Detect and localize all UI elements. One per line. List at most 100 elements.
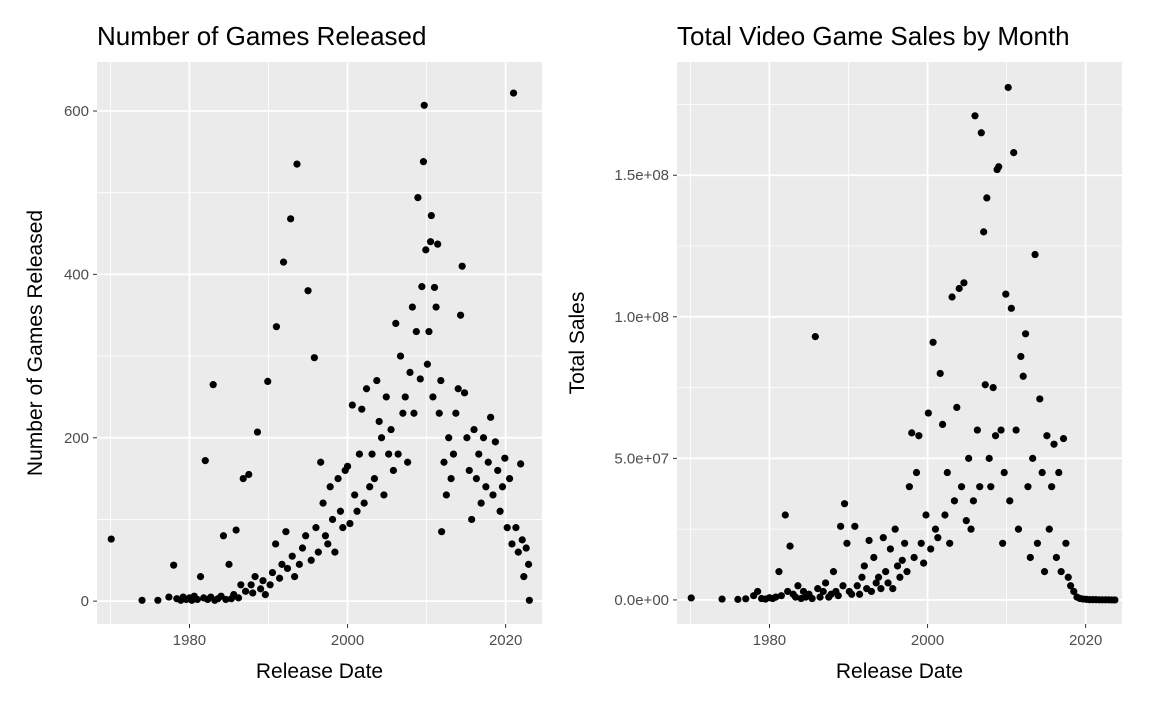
data-point [522, 544, 530, 552]
data-point [858, 573, 866, 581]
data-point [438, 528, 446, 536]
data-point [234, 594, 243, 602]
data-point [989, 383, 997, 392]
data-point [375, 417, 383, 426]
y-tick-label: 0.0e+00 [614, 592, 669, 609]
data-point [275, 574, 284, 582]
data-point [839, 582, 847, 590]
data-point [865, 536, 873, 545]
data-point [1000, 468, 1008, 477]
data-point [1014, 525, 1023, 533]
data-point [346, 519, 354, 528]
data-point [1038, 468, 1046, 477]
data-point [687, 594, 695, 602]
data-point [1111, 596, 1119, 604]
data-point [987, 483, 995, 491]
data-point [343, 462, 352, 470]
data-point [201, 457, 209, 465]
data-point [877, 585, 885, 593]
data-point [304, 287, 312, 295]
data-point [410, 409, 418, 417]
data-point [950, 497, 959, 505]
data-point [447, 474, 455, 483]
data-point [312, 524, 320, 532]
data-point [1012, 426, 1020, 434]
data-point [334, 474, 342, 483]
data-point [867, 587, 876, 596]
data-point [470, 425, 478, 434]
data-point [891, 525, 899, 533]
data-point [193, 595, 201, 604]
data-point [929, 338, 937, 346]
data-point [219, 532, 228, 540]
data-point [962, 517, 970, 525]
data-point [434, 240, 442, 248]
data-point [965, 454, 973, 462]
data-point [829, 568, 838, 576]
data-point [222, 595, 230, 604]
x-ticks: 1980 2000 2020 [173, 624, 522, 649]
data-point [505, 474, 514, 483]
data-point [1029, 454, 1037, 462]
data-point [934, 534, 942, 542]
data-point [983, 194, 991, 202]
y-tick-label: 1.5e+08 [614, 167, 669, 184]
data-point [1031, 250, 1039, 259]
data-point [908, 429, 916, 437]
data-point [1024, 483, 1032, 491]
y-tick-label: 600 [64, 103, 89, 120]
data-point [922, 511, 930, 519]
data-point [501, 454, 509, 462]
data-point [524, 560, 533, 568]
data-point [366, 483, 374, 491]
data-point [896, 573, 904, 581]
data-point [1070, 587, 1078, 596]
data-point [463, 434, 471, 442]
data-point [396, 352, 405, 360]
data-point [319, 499, 327, 507]
data-point [484, 458, 492, 466]
y-tick-label: 200 [64, 430, 89, 447]
data-point [872, 579, 880, 587]
data-point [498, 483, 507, 491]
plot-background [677, 62, 1122, 624]
data-point [420, 101, 428, 109]
data-point [509, 89, 518, 97]
data-point [257, 585, 265, 593]
data-point [138, 596, 146, 604]
data-point [901, 539, 909, 547]
points [107, 89, 533, 604]
data-point [406, 368, 414, 377]
data-point [232, 526, 240, 534]
data-point [261, 590, 269, 599]
data-point [1033, 539, 1042, 547]
data-point [283, 564, 292, 573]
data-point [976, 483, 984, 491]
y-tick-label: 0 [81, 593, 89, 610]
data-point [1048, 483, 1056, 491]
data-point [1021, 330, 1030, 338]
data-point [358, 405, 366, 413]
y-ticks: 0 200 400 600 [64, 103, 97, 610]
data-point [401, 393, 409, 401]
data-point [264, 377, 272, 385]
data-point [408, 303, 416, 311]
data-point [977, 129, 985, 137]
data-point [808, 594, 816, 603]
data-point [840, 500, 849, 508]
data-point [321, 532, 330, 540]
data-point [1002, 290, 1010, 298]
data-point [328, 515, 337, 524]
data-point [317, 458, 325, 466]
data-point [981, 381, 989, 389]
data-point [427, 211, 435, 220]
data-point [931, 525, 940, 533]
data-point [821, 579, 830, 587]
data-point [1026, 553, 1034, 562]
data-point [882, 568, 890, 576]
data-point [879, 534, 887, 542]
data-point [781, 511, 789, 519]
data-point [435, 409, 443, 417]
data-point [382, 393, 390, 401]
